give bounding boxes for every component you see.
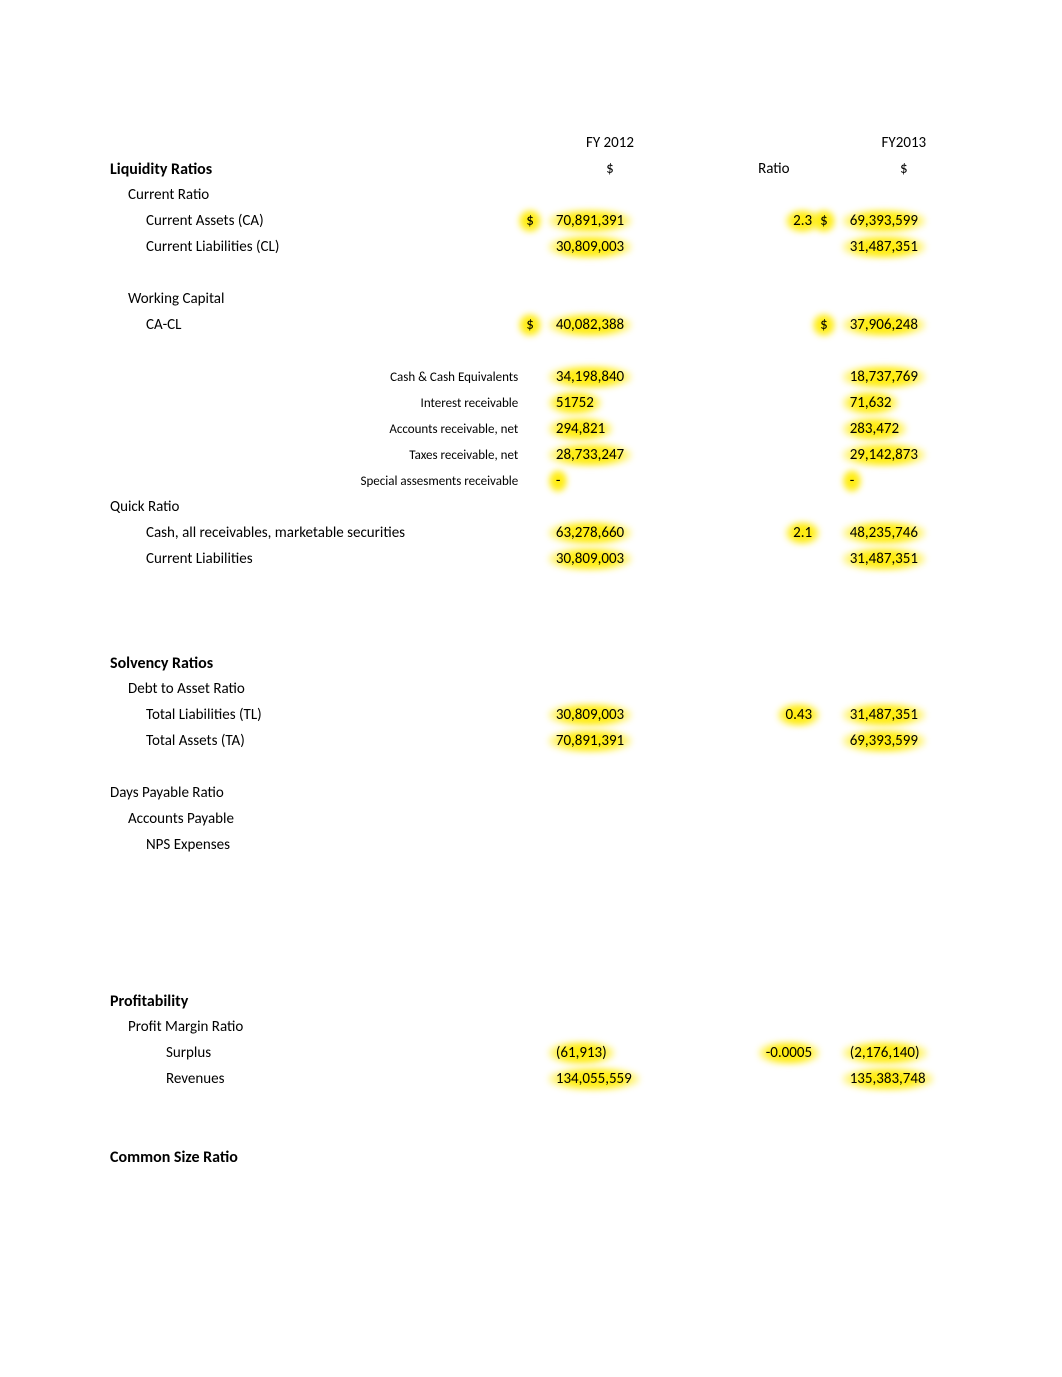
wc-2012-value: 40,082,388 [552,315,628,335]
surplus-2013-value: (2,176,140) [846,1043,924,1063]
row-working-capital: Working Capital [110,286,522,312]
row-ca-cl: CA-CL [110,312,522,338]
cash-2012-value: 34,198,840 [552,367,628,387]
tax-2012-value: 28,733,247 [552,445,628,465]
quick-num-2013: 48,235,746 [846,523,922,543]
surplus-2012-value: (61,913) [552,1043,611,1063]
dollar-sign: $ [522,315,538,335]
pm-ratio-value: -0.0005 [762,1043,816,1063]
header-dollar-2013: $ [846,156,962,182]
ca-2013-value: 69,393,599 [846,211,922,231]
row-cash-equiv: Cash & Cash Equivalents [110,364,522,390]
cash-2013-value: 18,737,769 [846,367,922,387]
ta-2013-value: 69,393,599 [846,731,922,751]
row-interest-recv: Interest receivable [110,390,522,416]
section-profitability: Profitability [110,988,522,1014]
row-accounts-recv: Accounts receivable, net [110,416,522,442]
int-2012-value: 51752 [552,393,598,413]
special-2013-value: - [846,471,859,491]
section-liquidity: Liquidity Ratios [110,156,522,182]
row-current-assets: Current Assets (CA) [110,208,522,234]
row-profit-margin: Profit Margin Ratio [110,1014,522,1040]
da-ratio-value: 0.43 [781,705,816,725]
quick-num-2012: 63,278,660 [552,523,628,543]
dollar-sign: $ [816,315,832,335]
row-surplus: Surplus [110,1040,522,1066]
row-accounts-payable: Accounts Payable [110,806,522,832]
rev-2013-value: 135,383,748 [846,1069,930,1089]
financial-ratios-table: FY 2012 FY2013 Liquidity Ratios $ Ratio … [110,130,962,1170]
row-special-assess: Special assesments receivable [110,468,522,494]
header-fy2012: FY 2012 [552,130,668,156]
section-common-size: Common Size Ratio [110,1144,522,1170]
row-current-liabilities: Current Liabilities (CL) [110,234,522,260]
header-fy2013: FY2013 [846,130,962,156]
ca-2012-value: 70,891,391 [552,211,628,231]
ca-ratio-value: 2.3 [789,211,816,231]
int-2013-value: 71,632 [846,393,896,413]
section-solvency: Solvency Ratios [110,650,522,676]
tl-2013-value: 31,487,351 [846,705,922,725]
header-ratio: Ratio [732,156,817,182]
rev-2012-value: 134,055,559 [552,1069,636,1089]
row-debt-to-asset: Debt to Asset Ratio [110,676,522,702]
ta-2012-value: 70,891,391 [552,731,628,751]
tax-2013-value: 29,142,873 [846,445,922,465]
row-total-assets: Total Assets (TA) [110,728,522,754]
tl-2012-value: 30,809,003 [552,705,628,725]
wc-2013-value: 37,906,248 [846,315,922,335]
row-nps-expenses: NPS Expenses [110,832,522,858]
row-current-ratio: Current Ratio [110,182,522,208]
header-dollar-2012: $ [552,156,668,182]
row-revenues: Revenues [110,1066,522,1092]
quick-den-2013: 31,487,351 [846,549,922,569]
dollar-sign: $ [816,211,832,231]
row-taxes-recv: Taxes receivable, net [110,442,522,468]
ar-2013-value: 283,472 [846,419,903,439]
row-quick-ratio: Quick Ratio [110,494,522,520]
ar-2012-value: 294,821 [552,419,609,439]
quick-den-2012: 30,809,003 [552,549,628,569]
dollar-sign: $ [522,211,538,231]
row-current-liab2: Current Liabilities [110,546,522,572]
quick-ratio-value: 2.1 [789,523,816,543]
special-2012-value: - [552,471,565,491]
row-days-payable: Days Payable Ratio [110,780,522,806]
row-cash-all-recv: Cash, all receivables, marketable securi… [110,520,522,546]
cl-2013-value: 31,487,351 [846,237,922,257]
cl-2012-value: 30,809,003 [552,237,628,257]
row-total-liab: Total Liabilities (TL) [110,702,522,728]
